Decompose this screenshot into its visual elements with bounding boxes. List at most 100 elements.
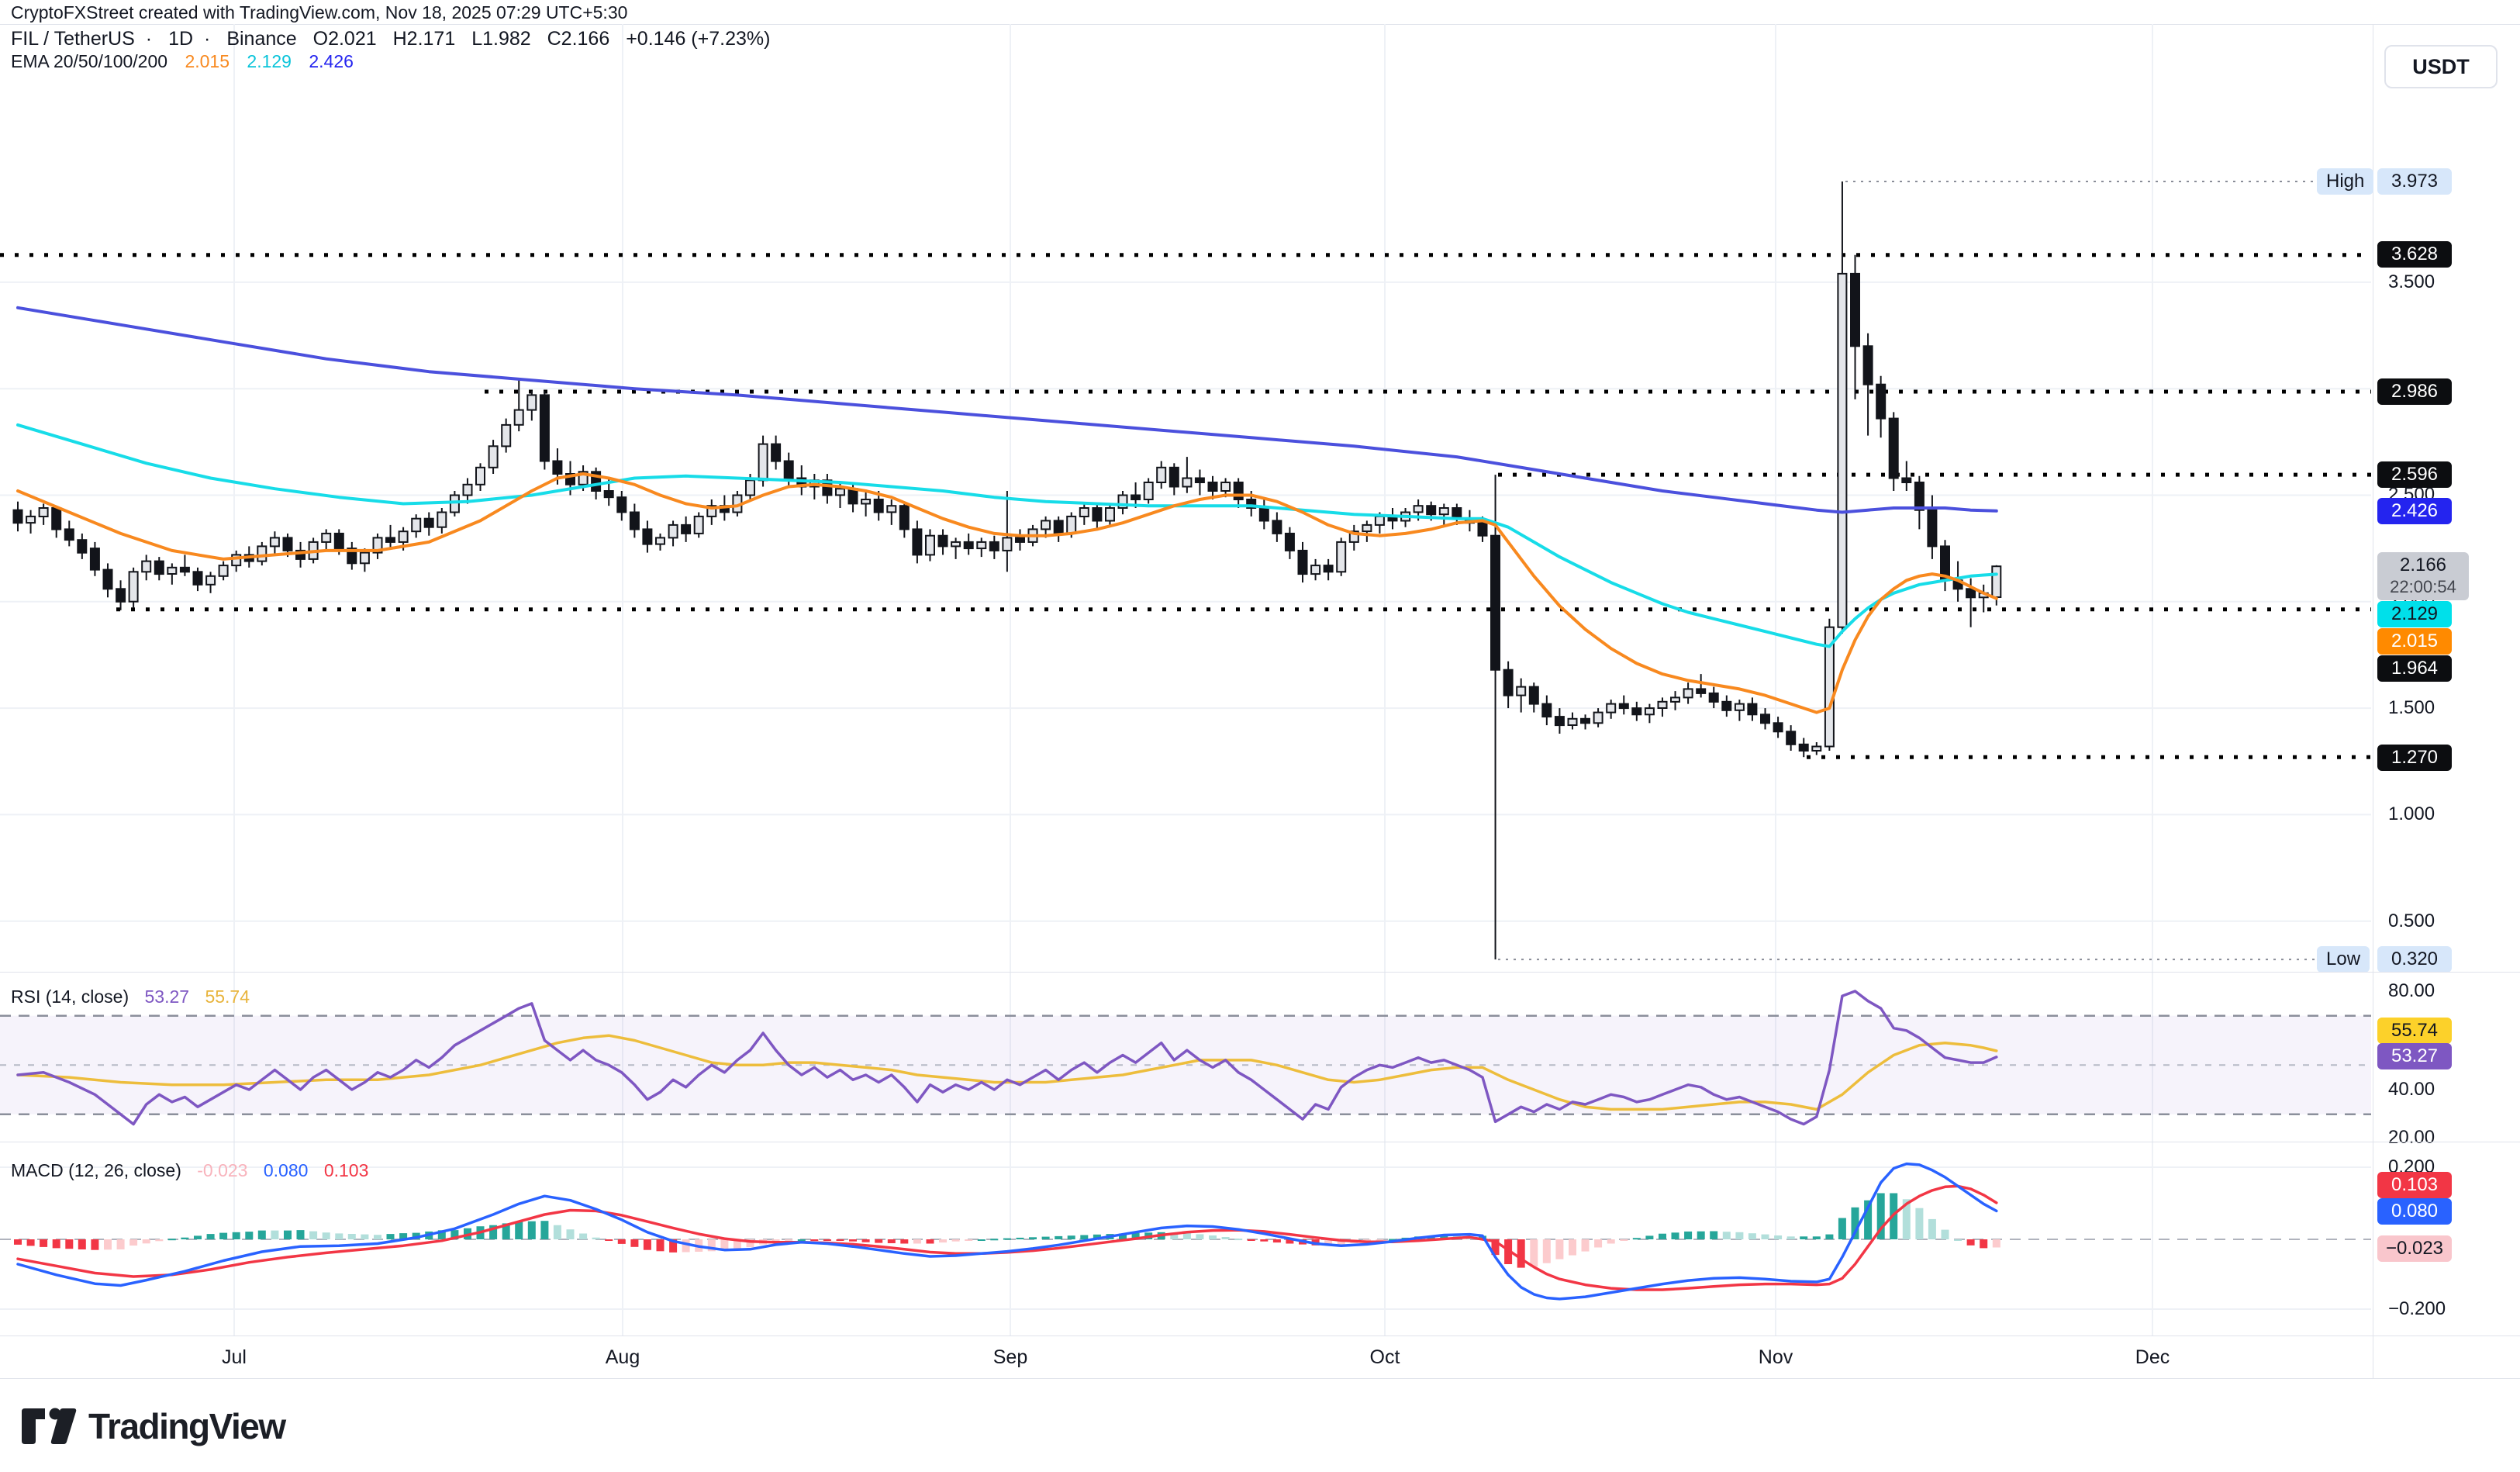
macd-histogram-bar <box>1530 1239 1538 1267</box>
ema-legend[interactable]: EMA 20/50/100/200 2.015 2.129 2.426 <box>11 51 366 72</box>
candle-up <box>1362 523 1372 533</box>
candle-down <box>1092 507 1103 522</box>
candle-up <box>1824 626 1835 748</box>
candle-down <box>385 537 395 543</box>
candle-down <box>51 507 62 530</box>
macd-histogram-bar <box>374 1235 381 1239</box>
candle-down <box>179 566 190 573</box>
macd-histogram-bar <box>1376 1239 1384 1241</box>
macd-line <box>16 1162 1998 1301</box>
candle-up <box>1683 688 1693 699</box>
candle-down <box>629 511 640 530</box>
macd-histogram-bar <box>1272 1239 1281 1243</box>
candle-down <box>295 549 306 560</box>
vertical-gridlines <box>233 24 2153 1336</box>
macd-histogram-bar <box>116 1239 125 1249</box>
macd-histogram-bar <box>1902 1199 1911 1239</box>
macd-histogram-bar <box>1080 1235 1089 1239</box>
macd-histogram-bar <box>386 1234 395 1239</box>
macd-histogram-bar <box>926 1239 934 1244</box>
macd-histogram-bar <box>232 1232 240 1239</box>
candle-up <box>1413 505 1424 513</box>
candle-up <box>1567 717 1578 726</box>
macd-legend[interactable]: MACD (12, 26, close) -0.023 0.080 0.103 <box>11 1160 379 1181</box>
macd-histogram-bar <box>643 1239 651 1250</box>
candle-up <box>526 394 537 411</box>
ohlc-high: H2.171 <box>392 28 456 50</box>
time-axis[interactable]: Jul Aug Sep Oct Nov Dec <box>0 1336 2520 1378</box>
candle-down <box>642 528 653 545</box>
candle-down <box>1618 703 1629 710</box>
candle-down <box>1131 494 1141 500</box>
change-value: +0.146 (+7.23%) <box>626 28 771 50</box>
macd-histogram-bar <box>965 1239 973 1241</box>
macd-histogram-bar <box>489 1225 498 1239</box>
candle-down <box>681 523 692 534</box>
candle-down <box>963 541 974 550</box>
macd-histogram-bar <box>1003 1238 1011 1240</box>
currency-toggle-button[interactable]: USDT <box>2384 45 2498 88</box>
horizontal-gridlines <box>0 281 2371 1310</box>
macd-histogram-bar <box>1941 1229 1949 1239</box>
candles-layer[interactable] <box>12 181 2002 960</box>
macd-histogram-bar <box>1209 1235 1217 1239</box>
macd-signal-value: 0.103 <box>323 1160 369 1180</box>
candle-down <box>1631 707 1642 716</box>
candle-down <box>1323 565 1334 573</box>
macd-histogram-bar <box>1055 1235 1063 1239</box>
candle-up <box>1991 565 2002 599</box>
macd-histogram-bar <box>617 1239 626 1244</box>
symbol-title[interactable]: FIL / TetherUS <box>11 28 135 50</box>
macd-histogram-bar <box>605 1239 613 1241</box>
rsi-legend[interactable]: RSI (14, close) 53.27 55.74 <box>11 987 261 1007</box>
candle-down <box>1246 499 1257 509</box>
macd-histogram-bar <box>1966 1239 1975 1246</box>
macd-histogram-bar <box>155 1239 164 1242</box>
macd-histogram-bar <box>91 1239 99 1250</box>
candle-up <box>269 537 280 548</box>
macd-legend-title: MACD (12, 26, close) <box>11 1160 181 1180</box>
candle-down <box>989 541 999 551</box>
candle-up <box>976 541 987 550</box>
macd-histogram-bar <box>1324 1239 1333 1246</box>
macd-histogram-bar <box>245 1232 254 1239</box>
candle-up <box>1066 515 1077 534</box>
macd-histogram-bar <box>1980 1239 1988 1249</box>
candle-up <box>1438 507 1449 516</box>
candle-down <box>1721 700 1732 711</box>
macd-histogram-bar <box>887 1239 896 1243</box>
candle-down <box>603 490 614 499</box>
candle-down <box>1503 669 1514 696</box>
candle-down <box>64 528 74 541</box>
macd-histogram-bar <box>1915 1208 1924 1239</box>
macd-histogram-bar <box>1491 1239 1500 1256</box>
macd-histogram-bar <box>1697 1231 1705 1239</box>
candle-down <box>77 539 88 554</box>
macd-histogram-bar <box>1992 1239 2000 1248</box>
macd-histogram-bar <box>1671 1232 1679 1239</box>
candle-up <box>1156 466 1167 483</box>
macd-histogram-bar <box>1555 1239 1564 1259</box>
macd-histogram-bar <box>1864 1200 1873 1239</box>
macd-histogram-bar <box>52 1239 60 1249</box>
macd-histogram-bar <box>1632 1238 1641 1240</box>
macd-histogram-bar <box>1504 1239 1513 1264</box>
macd-histogram-bar <box>720 1239 729 1251</box>
macd-histogram-bar <box>450 1230 459 1239</box>
macd-histogram-bar <box>335 1233 343 1239</box>
candle-down <box>591 471 602 492</box>
candle-up <box>861 499 872 505</box>
candle-up <box>359 551 370 565</box>
macd-histogram-bar <box>1710 1231 1718 1239</box>
macd-histogram-bar <box>1542 1239 1551 1263</box>
symbol-legend[interactable]: FIL / TetherUS · 1D · Binance O2.021 H2.17… <box>11 28 771 50</box>
macd-histogram-bar <box>1774 1235 1783 1239</box>
candle-up <box>925 534 935 556</box>
interval-label[interactable]: 1D <box>168 28 194 50</box>
chart-plot-area[interactable] <box>0 0 2520 1380</box>
pane-separator-rsi[interactable] <box>0 972 2520 973</box>
candle-down <box>1773 722 1783 733</box>
macd-histogram-bar <box>502 1223 510 1239</box>
macd-histogram-bar <box>1928 1218 1936 1239</box>
macd-histogram-bar <box>1041 1236 1050 1239</box>
